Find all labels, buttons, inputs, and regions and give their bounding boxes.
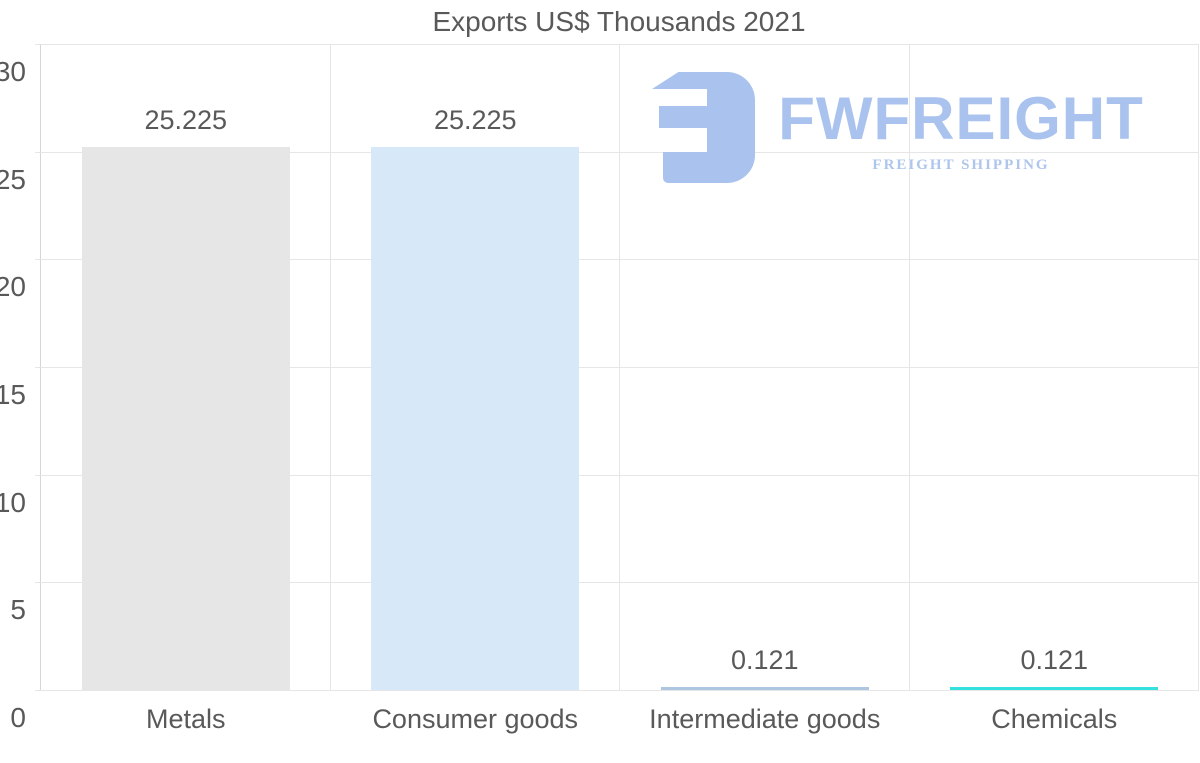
category-label-intermediate-goods: Intermediate goods <box>649 704 881 734</box>
column-divider-4 <box>1198 45 1199 691</box>
value-label-metals: 25.225 <box>144 104 228 135</box>
bar-metals[interactable] <box>81 146 290 690</box>
fwfreight-logo-icon <box>645 64 757 184</box>
category-label-chemicals: Chemicals <box>991 704 1118 734</box>
value-label-intermediate-goods: 0.121 <box>730 645 799 676</box>
gridline-y-20: 20 <box>0 259 1199 301</box>
column-metals: 25.225 Metals <box>41 45 331 734</box>
value-label-chemicals: 0.121 <box>1020 645 1089 676</box>
gridline-y-15: 15 <box>0 367 1199 409</box>
y-tick-label-30: 30 <box>0 56 26 87</box>
y-tick-label-15: 15 <box>0 379 26 410</box>
y-tick-label-10: 10 <box>0 486 26 518</box>
logo-icon-spine <box>707 72 755 183</box>
gridline-y-10: 10 <box>0 474 1199 516</box>
y-tick-label-25: 25 <box>0 163 26 195</box>
logo-icon-arm-mid <box>659 106 712 128</box>
gridline-y-25: 25 <box>0 151 1199 193</box>
logo-icon-arm-bottom <box>663 152 712 183</box>
logo: FWFREIGHT FREIGHT SHIPPING <box>645 64 1145 189</box>
column-intermediate-goods: 0.121 Intermediate goods <box>620 45 910 734</box>
chart-title: Exports US$ Thousands 2021 <box>432 6 806 37</box>
bar-consumer-goods[interactable] <box>371 146 580 690</box>
y-tick-label-20: 20 <box>0 271 26 303</box>
plot-area: 0 5 10 15 20 25 30 25.225 Metals 25.225 Consumer g… <box>0 44 1200 734</box>
bar-intermediate-goods[interactable] <box>660 687 869 690</box>
gridline-y-0: 0 <box>10 690 1199 732</box>
column-consumer-goods: 25.225 Consumer goods <box>331 45 621 734</box>
y-tick-label-5: 5 <box>10 594 26 626</box>
column-divider-2 <box>619 45 620 691</box>
gridline-y-5: 5 <box>10 582 1199 624</box>
logo-tagline: FREIGHT SHIPPING <box>872 157 1050 173</box>
column-divider-3 <box>908 45 910 691</box>
y-tick-label-0: 0 <box>10 702 26 733</box>
category-label-metals: Metals <box>145 704 226 734</box>
column-divider-1 <box>329 45 331 691</box>
column-chemicals: 0.121 Chemicals <box>910 45 1200 734</box>
logo-name: FWFREIGHT <box>778 85 1144 152</box>
value-label-consumer-goods: 25.225 <box>433 104 517 135</box>
gridline-y-30: 30 <box>0 44 1199 86</box>
bar-chemicals[interactable] <box>950 687 1159 690</box>
logo-icon-arm-top <box>652 72 712 89</box>
category-label-consumer-goods: Consumer goods <box>372 704 579 734</box>
